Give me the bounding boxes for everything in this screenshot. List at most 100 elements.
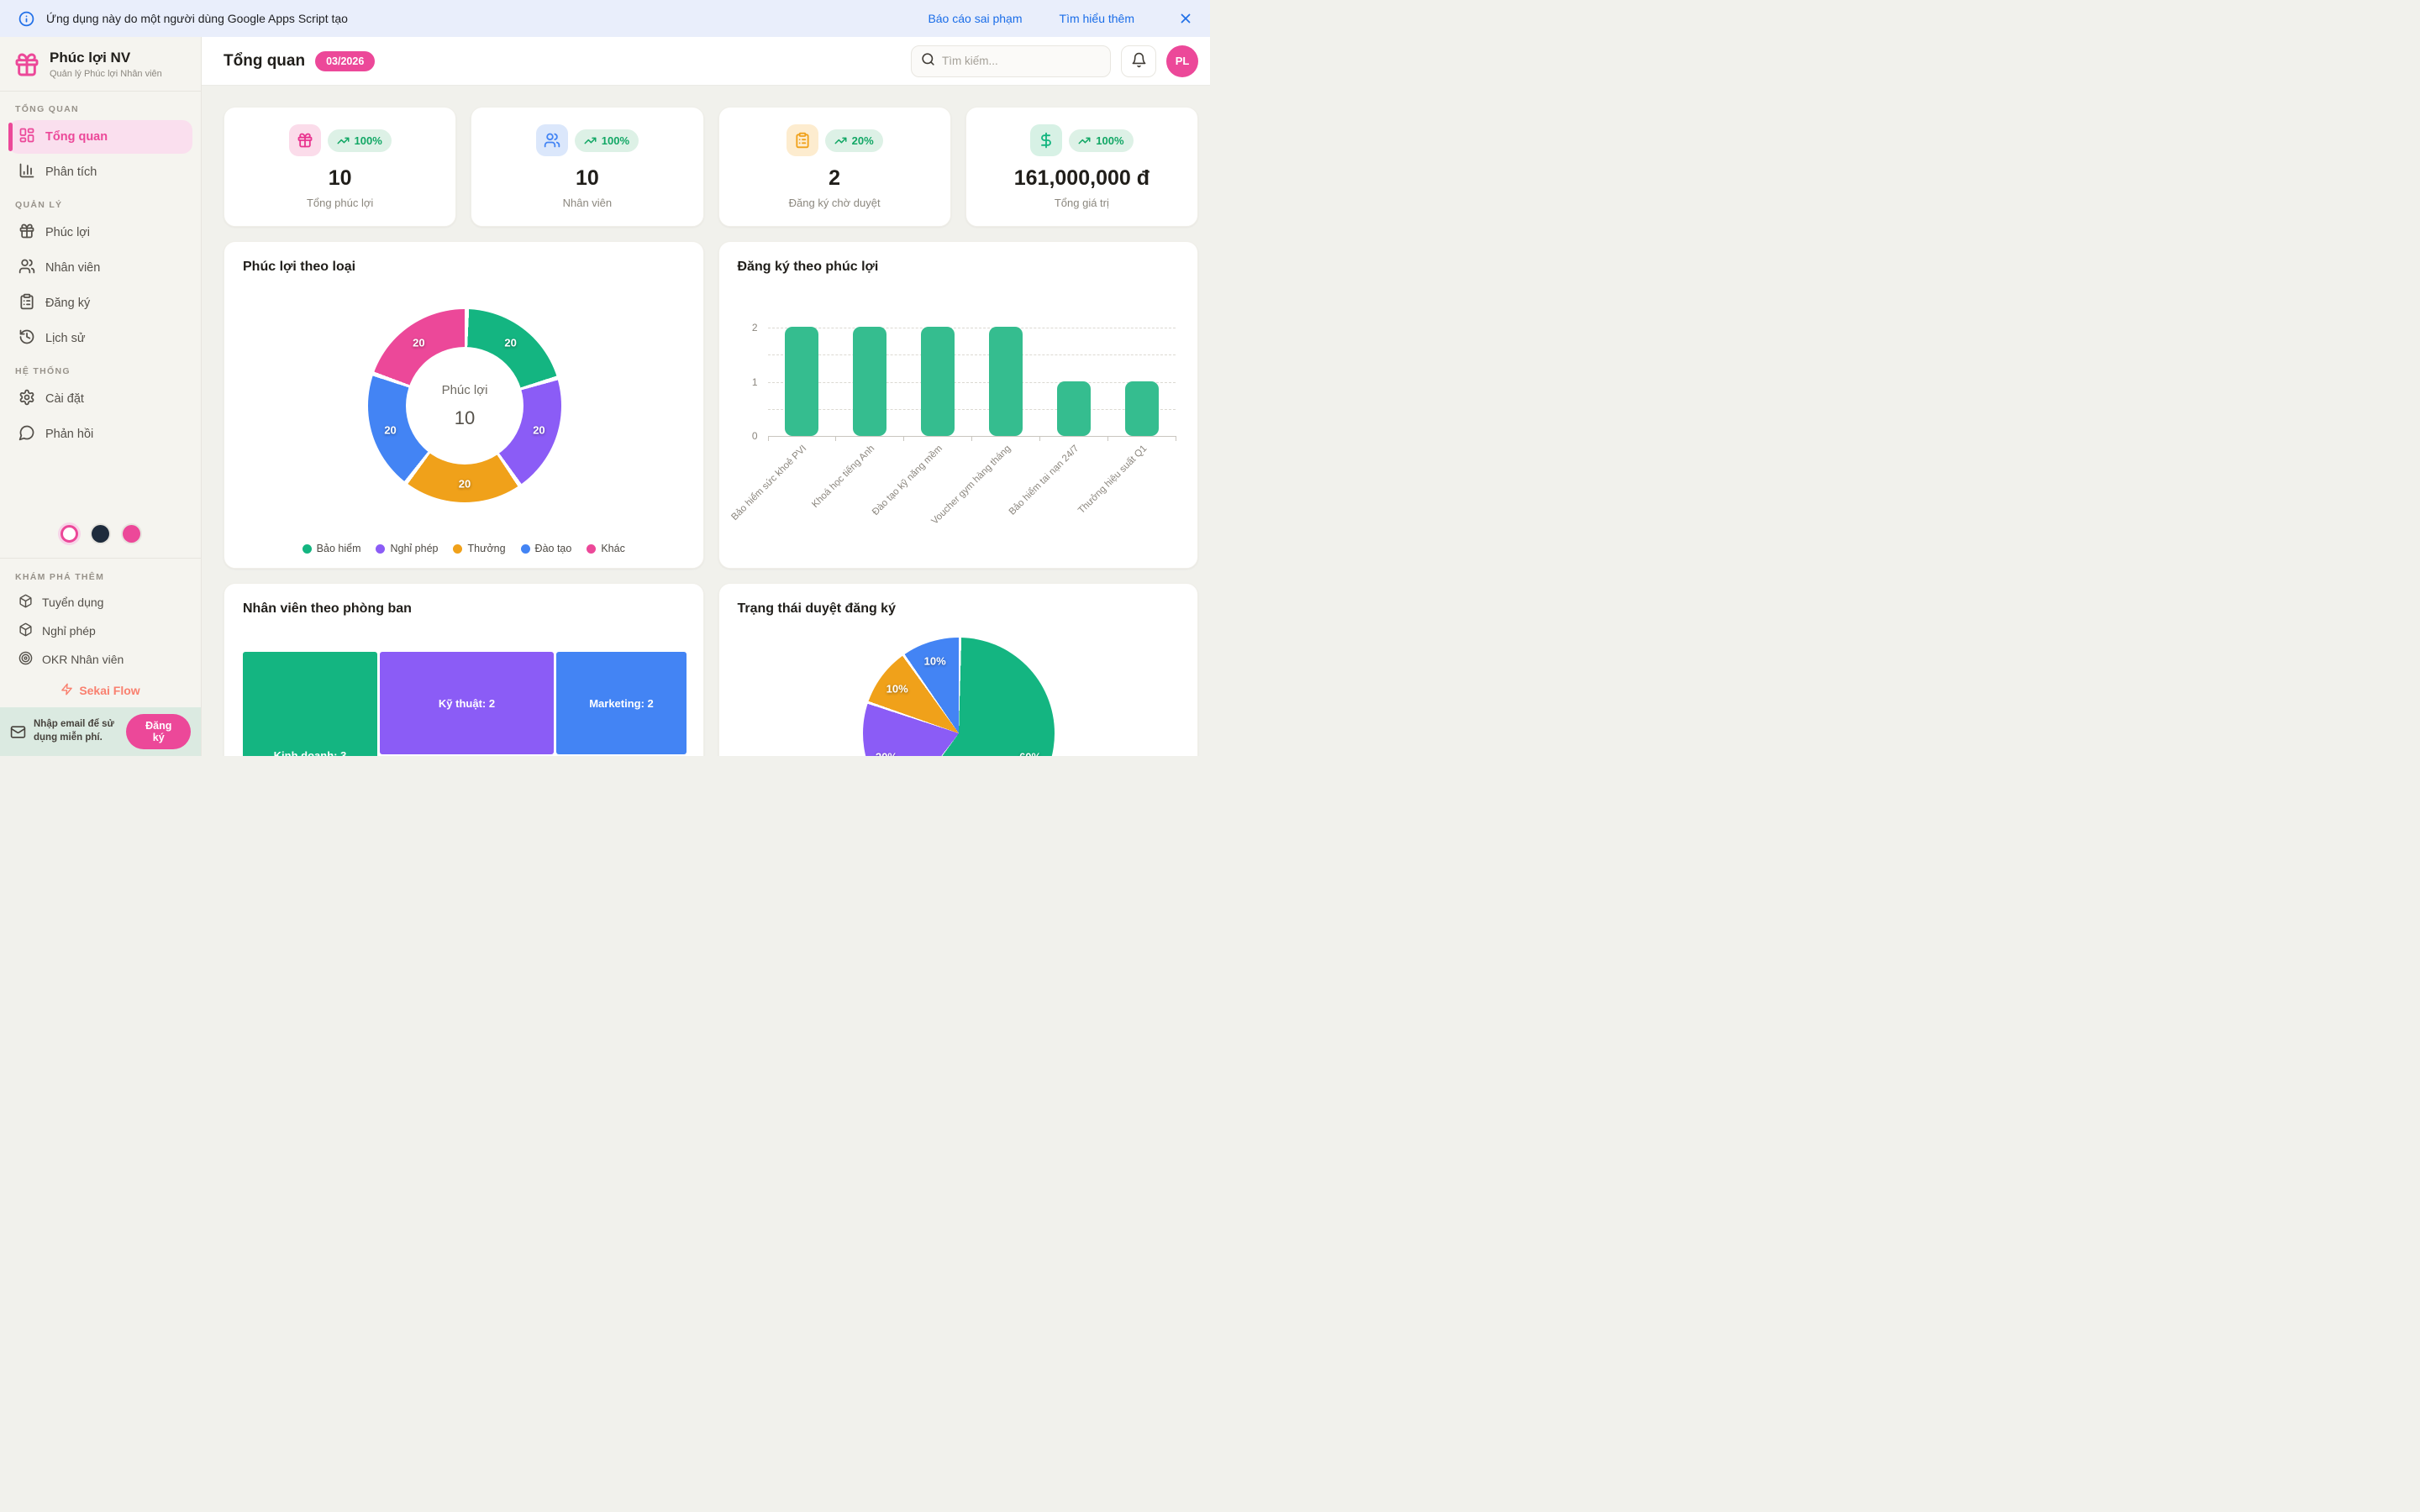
x-axis-label: Voucher gym hàng tháng [929, 444, 1013, 527]
sidebar-item-phuc-loi[interactable]: Phúc lợi [8, 216, 192, 249]
sidebar-item-label: Tổng quan [45, 130, 108, 144]
pie-chart[interactable]: 60% 20% 10% 10% [862, 638, 1055, 756]
stat-card-employees: 100% 10 Nhân viên [471, 107, 704, 227]
legend-dot [302, 543, 312, 554]
donut-chart-card: Phúc lợi theo loại Phúc lợi 10 20 20 20 20 2… [224, 241, 704, 569]
stat-card-pending: 20% 2 Đăng ký chờ duyệt [718, 107, 951, 227]
trend-up-icon [834, 137, 847, 144]
stat-value: 2 [829, 166, 841, 190]
lightning-icon [60, 683, 73, 698]
stat-value: 10 [328, 166, 352, 190]
email-cta-text: Nhập email để sử dụng miễn phí. [34, 719, 114, 743]
slice-value-label: 10% [886, 682, 908, 696]
sidebar-item-nghi-phep[interactable]: Nghỉ phép [8, 617, 192, 645]
stat-label: Nhân viên [562, 197, 613, 209]
treemap-chart[interactable]: Kinh doanh: 3 Kỹ thuật: 2 Marketing: 2 [243, 652, 687, 756]
bar-chart-card: Đăng ký theo phúc lợi 2 1 0 Bảo hiểm sức… [718, 241, 1198, 569]
notification-bell-button[interactable] [1121, 45, 1156, 77]
bar[interactable] [784, 327, 818, 436]
app-name: Phúc lợi NV [50, 50, 131, 66]
legend-dot [520, 543, 530, 554]
pie-chart-card: Trạng thái duyệt đăng ký 60% 20% 10% 10% [718, 583, 1198, 756]
donut-chart[interactable]: Phúc lợi 10 20 20 20 20 20 [368, 309, 561, 502]
sidebar-item-tong-quan[interactable]: Tổng quan [8, 120, 192, 154]
target-icon [18, 651, 33, 668]
bar[interactable] [852, 327, 886, 436]
app-subtitle: Quản lý Phúc lợi Nhân viên [50, 69, 162, 79]
dollar-icon [1030, 124, 1063, 156]
bar[interactable] [988, 327, 1023, 436]
slice-value-label: 20 [384, 423, 397, 437]
sidebar-item-label: Đăng ký [45, 297, 91, 310]
stat-label: Tổng giá trị [1054, 197, 1109, 209]
signup-button[interactable]: Đăng ký [126, 714, 191, 749]
donut-center: Phúc lợi 10 [406, 347, 523, 465]
search-box[interactable] [911, 45, 1111, 77]
sidebar-item-label: OKR Nhân viên [42, 653, 124, 666]
theme-dot-light[interactable] [60, 525, 78, 543]
x-axis-label: Thưởng hiệu suất Q1 [1076, 444, 1150, 517]
gear-icon [18, 389, 35, 409]
treemap-block-marketing[interactable]: Marketing: 2 [556, 652, 687, 754]
avatar[interactable]: PL [1166, 45, 1198, 77]
sidebar-item-lich-su[interactable]: Lịch sử [8, 322, 192, 355]
trend-up-icon [1078, 137, 1091, 144]
donut-legend: Bảo hiểm Nghỉ phép Thưởng Đào tạo Khác [224, 543, 703, 554]
apps-script-banner: Ứng dụng này do một người dùng Google Ap… [0, 0, 1210, 37]
sidebar-item-label: Nghỉ phép [42, 624, 96, 638]
sidebar-item-cai-dat[interactable]: Cài đặt [8, 382, 192, 416]
info-icon [18, 11, 34, 27]
sidebar-item-tuyen-dung[interactable]: Tuyển dụng [8, 588, 192, 617]
trend-badge: 100% [327, 129, 392, 152]
sidebar-item-nhan-vien[interactable]: Nhân viên [8, 251, 192, 285]
sidebar-item-label: Nhân viên [45, 261, 101, 275]
search-icon [921, 52, 935, 71]
bar[interactable] [920, 327, 955, 436]
dashboard-content: 100% 10 Tổng phúc lợi 100% 10 Nhân viên [202, 86, 1210, 756]
treemap-block-ky-thuat[interactable]: Kỹ thuật: 2 [380, 652, 554, 754]
bar-chart[interactable]: 2 1 0 Bảo hiểm sức khoẻ PVI Khoá học tiến… [730, 322, 1176, 527]
chart-title: Trạng thái duyệt đăng ký [737, 601, 896, 616]
legend-item: Đào tạo [520, 543, 571, 554]
sidebar-item-okr[interactable]: OKR Nhân viên [8, 645, 192, 674]
chart-title: Đăng ký theo phúc lợi [737, 260, 879, 274]
trend-up-icon [337, 137, 349, 144]
trend-badge: 20% [824, 129, 883, 152]
stat-card-total-value: 100% 161,000,000 đ Tổng giá trị [965, 107, 1198, 227]
bar[interactable] [1056, 381, 1091, 436]
cube-icon [18, 594, 33, 611]
stat-label: Đăng ký chờ duyệt [788, 197, 881, 209]
bar[interactable] [1124, 381, 1159, 436]
y-axis-tick: 2 [751, 322, 758, 333]
sidebar-item-phan-hoi[interactable]: Phản hồi [8, 417, 192, 451]
stat-card-total-benefits: 100% 10 Tổng phúc lợi [224, 107, 457, 227]
treemap-card: Nhân viên theo phòng ban Kinh doanh: 3 K… [224, 583, 704, 756]
theme-dot-dark[interactable] [92, 525, 109, 543]
learn-more-link[interactable]: Tìm hiểu thêm [1059, 12, 1134, 25]
slice-value-label: 60% [1019, 750, 1041, 756]
page-title: Tổng quan [224, 51, 306, 70]
app-logo: Phúc lợi NV Quản lý Phúc lợi Nhân viên [0, 37, 201, 92]
x-axis-label: Khoá học tiếng Anh [810, 444, 877, 511]
chart-title: Phúc lợi theo loại [243, 260, 356, 274]
sekai-flow-link[interactable]: Sekai Flow [8, 674, 192, 707]
cube-icon [18, 622, 33, 639]
stat-value: 10 [575, 166, 599, 190]
treemap-block-kinh-doanh[interactable]: Kinh doanh: 3 [243, 652, 377, 756]
slice-value-label: 10% [923, 654, 946, 668]
sidebar-item-phan-tich[interactable]: Phân tích [8, 155, 192, 189]
history-icon [18, 328, 35, 349]
slice-value-label: 20 [504, 336, 517, 349]
clipboard-icon [786, 124, 818, 156]
theme-dot-pink[interactable] [123, 525, 140, 543]
sidebar-item-label: Phúc lợi [45, 226, 91, 239]
search-input[interactable] [942, 55, 1101, 67]
report-abuse-link[interactable]: Báo cáo sai phạm [928, 12, 1023, 25]
section-label-system: HỆ THỐNG [15, 366, 71, 376]
theme-switcher [0, 518, 201, 558]
sidebar-item-dang-ky[interactable]: Đăng ký [8, 286, 192, 320]
close-icon[interactable] [1178, 11, 1193, 26]
slice-value-label: 20% [876, 750, 897, 756]
trend-badge: 100% [1069, 129, 1134, 152]
email-cta-bar: Nhập email để sử dụng miễn phí. Đăng ký [0, 707, 201, 756]
